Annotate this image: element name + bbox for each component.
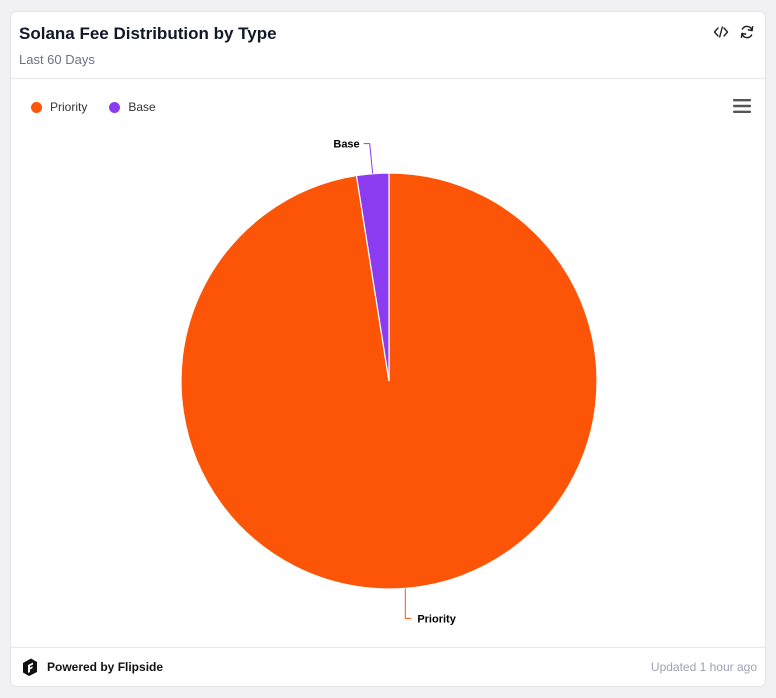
chart-legend: Priority Base bbox=[31, 100, 156, 114]
header-actions bbox=[713, 24, 755, 40]
powered-by-link[interactable]: Powered by Flipside bbox=[19, 657, 163, 677]
refresh-icon[interactable] bbox=[739, 24, 755, 40]
code-icon[interactable] bbox=[713, 24, 729, 40]
card-footer: Powered by Flipside Updated 1 hour ago bbox=[11, 647, 765, 686]
chart-title: Solana Fee Distribution by Type bbox=[19, 24, 277, 43]
connector-priority bbox=[404, 588, 412, 619]
legend-dot-priority bbox=[31, 101, 42, 113]
chart-subtitle: Last 60 Days bbox=[19, 52, 95, 67]
data-label-priority: Priority bbox=[417, 613, 456, 625]
updated-timestamp: Updated 1 hour ago bbox=[650, 660, 757, 674]
pie-slice-base[interactable] bbox=[355, 172, 390, 382]
legend-item-priority[interactable]: Priority bbox=[31, 100, 87, 114]
legend-label-priority: Priority bbox=[50, 100, 88, 114]
legend-item-base[interactable]: Base bbox=[109, 100, 156, 114]
powered-by-text: Powered by Flipside bbox=[47, 660, 164, 674]
chart-card: Solana Fee Distribution by Type Last 60 … bbox=[10, 11, 766, 687]
flipside-logo-icon bbox=[23, 658, 37, 676]
pie-chart: Priority Base bbox=[180, 139, 598, 625]
card-header: Solana Fee Distribution by Type Last 60 … bbox=[11, 12, 765, 79]
legend-dot-base bbox=[109, 101, 121, 113]
legend-label-base: Base bbox=[128, 100, 156, 114]
data-label-base: Base bbox=[333, 139, 359, 151]
connector-base bbox=[363, 143, 374, 174]
hamburger-menu-icon[interactable] bbox=[733, 99, 751, 113]
